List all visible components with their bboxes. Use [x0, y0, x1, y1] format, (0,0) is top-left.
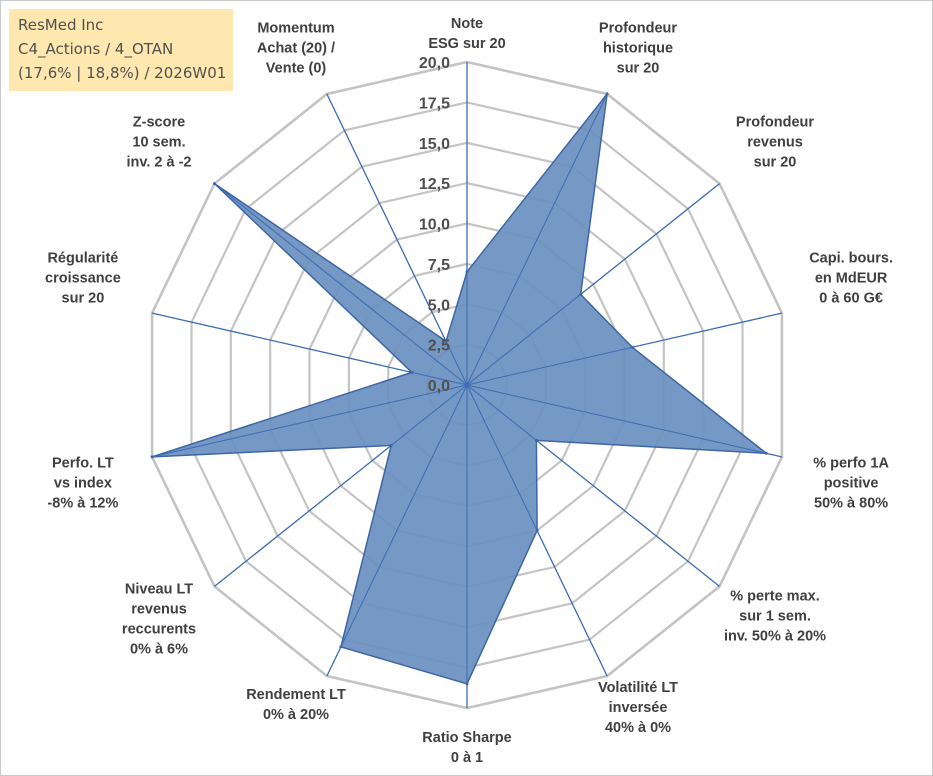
inner-spoke-2 — [466, 294, 581, 386]
axis-label-10-line-2: -8% à 12% — [47, 496, 118, 512]
tick-label-7: 17,5 — [419, 95, 450, 112]
axis-label-9: Niveau LT revenus reccurents 0% à 6% — [122, 581, 196, 657]
spoke-13 — [326, 93, 468, 386]
axis-label-1-line-2: sur 20 — [617, 61, 660, 77]
tick-label-3: 7,5 — [428, 257, 450, 274]
tick-label-2: 5,0 — [428, 297, 450, 314]
axis-label-5-line-0: % perte max. — [730, 588, 819, 604]
axis-label-13: Momentum Achat (20) / Vente (0) — [257, 21, 335, 77]
tick-label-5: 12,5 — [419, 176, 450, 193]
axis-label-7-line-0: Ratio Sharpe — [422, 730, 511, 746]
radar-series — [150, 91, 769, 686]
inner-spoke-3 — [466, 346, 633, 386]
axis-label-0: Note ESG sur 20 — [428, 16, 505, 52]
axis-label-0-line-0: Note — [451, 16, 483, 32]
axis-label-6-line-0: Volatilité LT — [598, 680, 678, 696]
axis-label-11-line-2: sur 20 — [62, 291, 105, 307]
inner-spoke-9 — [390, 384, 468, 446]
axis-label-8: Rendement LT 0% à 20% — [246, 687, 346, 723]
axis-label-3-line-2: 0 à 60 G€ — [819, 291, 883, 307]
company-name: ResMed Inc — [18, 16, 104, 34]
axis-label-1-line-0: Profondeur — [599, 21, 677, 37]
tick-label-8: 20,0 — [419, 55, 450, 72]
axis-label-9-line-1: revenus — [131, 601, 187, 617]
inner-spoke-1 — [466, 93, 608, 386]
inner-spoke-4 — [466, 384, 767, 454]
axis-label-9-line-0: Niveau LT — [125, 581, 193, 597]
axis-label-10: Perfo. LT vs index -8% à 12% — [47, 456, 118, 512]
tick-label-0: 0,0 — [428, 378, 450, 395]
axis-label-11-line-0: Régularité — [47, 251, 118, 267]
inner-spoke-5 — [466, 384, 537, 441]
axis-label-2-line-2: sur 20 — [754, 155, 797, 171]
axis-label-13-line-2: Vente (0) — [266, 61, 327, 77]
tick-label-1: 2,5 — [428, 338, 450, 355]
axis-label-7: Ratio Sharpe 0 à 1 — [422, 730, 511, 766]
inner-spoke-11 — [411, 371, 468, 386]
axis-label-4-line-0: % perfo 1A — [813, 456, 889, 472]
axis-label-12-line-0: Z-score — [133, 115, 185, 131]
radar-tick-labels: 0,0 2,5 5,0 7,5 10,0 12,5 15,0 17,5 20,0 — [419, 55, 450, 395]
axis-label-11-line-1: croissance — [45, 271, 121, 287]
axis-label-2-line-1: revenus — [747, 135, 803, 151]
axis-label-2-line-0: Profondeur — [736, 115, 814, 131]
inner-spoke-12 — [214, 183, 468, 386]
axis-label-12-line-1: 10 sem. — [132, 135, 185, 151]
axis-label-13-line-0: Momentum — [257, 21, 334, 37]
axis-label-9-line-3: 0% à 6% — [130, 641, 188, 657]
inner-spoke-8 — [340, 384, 468, 648]
axis-label-13-line-1: Achat (20) / — [257, 41, 335, 57]
tick-label-4: 10,0 — [419, 217, 450, 234]
axis-label-5-line-2: inv. 50% à 20% — [724, 628, 826, 644]
inner-spoke-10 — [151, 384, 468, 458]
axis-label-9-line-2: reccurents — [122, 621, 196, 637]
axis-label-11: Régularité croissance sur 20 — [45, 251, 121, 307]
axis-label-0-line-1: ESG sur 20 — [428, 36, 505, 52]
axis-label-1: Profondeur historique sur 20 — [599, 21, 677, 77]
radar-axis-labels: Note ESG sur 20 Profondeur historique sur 20… — [45, 16, 893, 766]
axis-label-3: Capi. bours. en MdEUR 0 à 60 G€ — [809, 251, 893, 307]
series-area — [151, 91, 769, 685]
axis-label-8-line-0: Rendement LT — [246, 687, 346, 703]
axis-label-4-line-1: positive — [824, 476, 879, 492]
inner-spoke-6 — [466, 384, 538, 531]
axis-label-5: % perte max. sur 1 sem. inv. 50% à 20% — [724, 588, 826, 644]
axis-label-1-line-1: historique — [603, 41, 673, 57]
axis-label-6-line-1: inversée — [609, 700, 668, 716]
axis-label-3-line-1: en MdEUR — [815, 271, 888, 287]
axis-label-6: Volatilité LT inversée 40% à 0% — [598, 680, 678, 736]
axis-label-5-line-1: sur 1 sem. — [739, 608, 811, 624]
axis-label-3-line-0: Capi. bours. — [809, 251, 893, 267]
performance-week: (17,6% | 18,8%) / 2026W01 — [18, 64, 227, 82]
portfolio-category: C4_Actions / 4_OTAN — [18, 40, 174, 58]
axis-label-10-line-0: Perfo. LT — [52, 456, 114, 472]
axis-label-12: Z-score 10 sem. inv. 2 à -2 — [126, 115, 191, 171]
axis-label-10-line-1: vs index — [54, 476, 112, 492]
header-info-box: ResMed Inc C4_Actions / 4_OTAN (17,6% | … — [9, 9, 233, 91]
axis-label-12-line-2: inv. 2 à -2 — [126, 155, 191, 171]
inner-spoke-13 — [445, 341, 468, 386]
axis-label-6-line-2: 40% à 0% — [605, 720, 671, 736]
axis-label-8-line-1: 0% à 20% — [263, 707, 329, 723]
axis-label-4: % perfo 1A positive 50% à 80% — [813, 456, 889, 512]
axis-label-4-line-2: 50% à 80% — [814, 496, 888, 512]
tick-label-6: 15,0 — [419, 136, 450, 153]
axis-label-7-line-1: 0 à 1 — [451, 750, 483, 766]
axis-label-2: Profondeur revenus sur 20 — [736, 115, 814, 171]
